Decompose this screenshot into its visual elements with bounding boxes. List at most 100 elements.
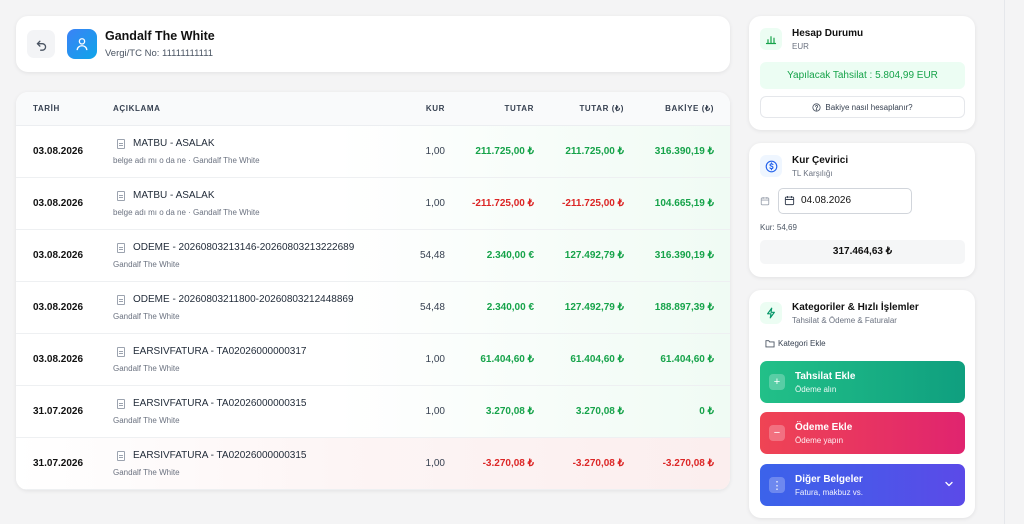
table-row[interactable]: 31.07.2026 EARSIVFATURA - TA0202600000031… [16, 386, 730, 438]
row-balance: -3.270,08 ₺ [662, 458, 714, 469]
row-description: MATBU - ASALAK [133, 190, 215, 201]
row-balance: 188.897,39 ₺ [654, 302, 714, 313]
row-balance: 104.665,19 ₺ [654, 198, 714, 209]
row-date: 03.08.2026 [33, 250, 84, 261]
minus-icon: − [769, 425, 785, 441]
balance-help-label: Bakiye nasıl hesaplanır? [825, 102, 913, 112]
row-subdescription: belge adı mı o da ne · Gandalf The White [113, 208, 260, 217]
row-amount: -211.725,00 ₺ [472, 198, 534, 209]
user-icon [76, 38, 88, 51]
folder-icon [765, 340, 775, 348]
row-amount-tl: 127.492,79 ₺ [564, 302, 624, 313]
table-row[interactable]: 03.08.2026 MATBU - ASALAK belge adı mı o d… [16, 178, 730, 230]
back-arrow-icon [36, 40, 46, 51]
table-row[interactable]: 03.08.2026 ODEME - 20260803213146-2026080… [16, 230, 730, 282]
header-date: TARİH [33, 104, 60, 113]
calendar-icon [760, 196, 770, 206]
chevron-down-icon [945, 481, 953, 487]
add-payment-title: Ödeme Ekle [795, 422, 853, 433]
converter-subtitle: TL Karşılığı [792, 169, 833, 178]
row-subdescription: Gandalf The White [113, 260, 180, 269]
help-icon [812, 102, 821, 112]
currency-converter-card: Kur Çevirici TL Karşılığı 04.08.2026 Kur… [749, 143, 975, 277]
row-amount: -3.270,08 ₺ [482, 458, 534, 469]
table-header: TARİH AÇIKLAMA KUR TUTAR TUTAR (₺) BAKİY… [16, 92, 730, 126]
plus-icon: + [769, 374, 785, 390]
categories-card: Kategoriler & Hızlı İşlemler Tahsilat & … [749, 290, 975, 518]
row-date: 03.08.2026 [33, 146, 84, 157]
row-subdescription: Gandalf The White [113, 364, 180, 373]
document-icon [117, 347, 125, 357]
row-description: EARSIVFATURA - TA02026000000317 [133, 346, 307, 357]
row-date: 31.07.2026 [33, 458, 84, 469]
transactions-table: TARİH AÇIKLAMA KUR TUTAR TUTAR (₺) BAKİY… [16, 92, 730, 490]
table-row[interactable]: 03.08.2026 MATBU - ASALAK belge adı mı o d… [16, 126, 730, 178]
row-amount-tl: 3.270,08 ₺ [575, 406, 624, 417]
other-documents-title: Diğer Belgeler [795, 474, 863, 485]
row-date: 03.08.2026 [33, 354, 84, 365]
header-amount-tl: TUTAR (₺) [579, 104, 624, 113]
collection-amount: Yapılacak Tahsilat : 5.804,99 EUR [760, 62, 965, 89]
document-icon [117, 243, 125, 253]
exchange-rate: Kur: 54,69 [760, 223, 797, 232]
row-amount: 2.340,00 € [486, 250, 534, 261]
converted-amount: 317.464,63 ₺ [760, 240, 965, 264]
date-picker-icon[interactable] [784, 195, 795, 206]
balance-help-button[interactable]: Bakiye nasıl hesaplanır? [760, 96, 965, 118]
document-icon [117, 451, 125, 461]
row-amount: 61.404,60 ₺ [480, 354, 534, 365]
row-amount: 211.725,00 ₺ [475, 146, 534, 157]
converter-title: Kur Çevirici [792, 155, 849, 166]
row-description: EARSIVFATURA - TA02026000000315 [133, 398, 307, 409]
row-subdescription: Gandalf The White [113, 416, 180, 425]
date-input[interactable]: 04.08.2026 [778, 188, 912, 214]
row-rate: 1,00 [425, 458, 445, 469]
row-rate: 1,00 [425, 198, 445, 209]
row-amount: 3.270,08 ₺ [485, 406, 534, 417]
row-rate: 54,48 [419, 302, 445, 313]
table-row[interactable]: 31.07.2026 EARSIVFATURA - TA0202600000031… [16, 438, 730, 490]
add-payment-button[interactable]: − Ödeme Ekle Ödeme yapın [760, 412, 965, 454]
back-button[interactable] [27, 30, 55, 58]
row-amount-tl: 127.492,79 ₺ [564, 250, 624, 261]
add-payment-sub: Ödeme yapın [795, 436, 844, 445]
row-description: ODEME - 20260803213146-20260803213222689 [133, 242, 355, 253]
document-icon [117, 399, 125, 409]
header-amount: TUTAR [504, 104, 534, 113]
row-subdescription: Gandalf The White [113, 468, 180, 477]
row-rate: 1,00 [425, 406, 445, 417]
row-balance: 0 ₺ [699, 406, 714, 417]
row-amount-tl: 61.404,60 ₺ [570, 354, 624, 365]
add-category-button[interactable]: Kategori Ekle [765, 339, 826, 348]
add-category-label: Kategori Ekle [778, 339, 826, 348]
add-collection-title: Tahsilat Ekle [795, 371, 856, 382]
customer-tax-number: Vergi/TC No: 11111111111 [105, 48, 214, 59]
row-subdescription: belge adı mı o da ne · Gandalf The White [113, 156, 260, 165]
header-balance: BAKİYE (₺) [665, 104, 714, 113]
add-collection-button[interactable]: + Tahsilat Ekle Ödeme alın [760, 361, 965, 403]
categories-title: Kategoriler & Hızlı İşlemler [792, 302, 919, 313]
more-vertical-icon: ⋮ [769, 477, 785, 493]
document-icon [117, 191, 125, 201]
row-amount-tl: -211.725,00 ₺ [562, 198, 624, 209]
row-date: 31.07.2026 [33, 406, 84, 417]
row-description: MATBU - ASALAK [133, 138, 215, 149]
document-icon [117, 139, 125, 149]
customer-header: Gandalf The White Vergi/TC No: 111111111… [16, 16, 730, 72]
header-description: AÇIKLAMA [113, 104, 161, 113]
document-icon [117, 295, 125, 305]
row-amount-tl: 211.725,00 ₺ [565, 146, 624, 157]
row-balance: 316.390,19 ₺ [654, 146, 714, 157]
add-collection-sub: Ödeme alın [795, 385, 837, 394]
row-date: 03.08.2026 [33, 198, 84, 209]
row-description: EARSIVFATURA - TA02026000000315 [133, 450, 307, 461]
row-amount: 2.340,00 € [486, 302, 534, 313]
account-currency: EUR [792, 42, 809, 51]
table-row[interactable]: 03.08.2026 EARSIVFATURA - TA0202600000031… [16, 334, 730, 386]
row-amount-tl: -3.270,08 ₺ [572, 458, 624, 469]
account-status-card: Hesap Durumu EUR Yapılacak Tahsilat : 5.… [749, 16, 975, 130]
other-documents-button[interactable]: ⋮ Diğer Belgeler Fatura, makbuz vs. [760, 464, 965, 506]
row-description: ODEME - 20260803211800-20260803212448869 [133, 294, 354, 305]
table-row[interactable]: 03.08.2026 ODEME - 20260803211800-2026080… [16, 282, 730, 334]
user-avatar [67, 29, 97, 59]
